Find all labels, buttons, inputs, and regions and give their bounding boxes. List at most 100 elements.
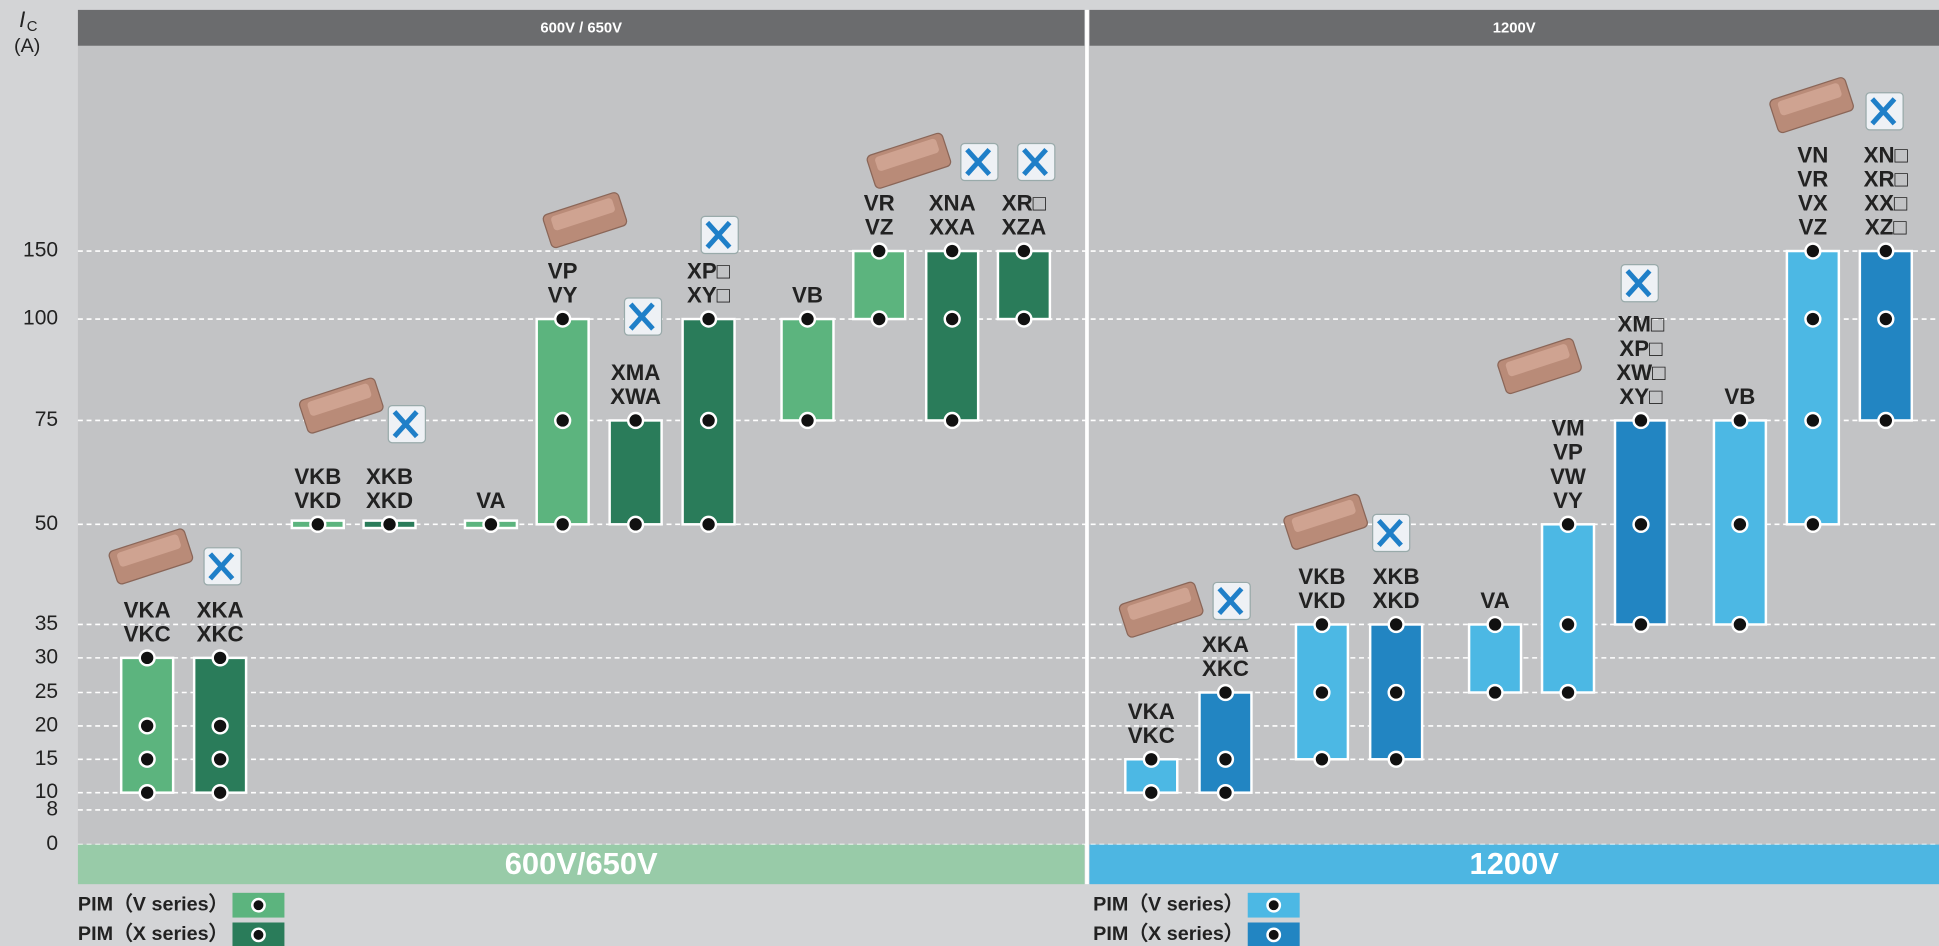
product-label: VP — [548, 259, 578, 284]
product-label: XWA — [610, 384, 661, 409]
y-label-subscript: C — [27, 19, 38, 35]
product-label: XKA — [197, 597, 244, 622]
module-top — [1777, 83, 1842, 116]
y-tick-label: 25 — [35, 680, 58, 703]
rating-dot — [1559, 615, 1577, 634]
product-label: XN□ — [1864, 142, 1909, 167]
product-label: XX□ — [1864, 191, 1908, 216]
rating-dot — [1387, 615, 1405, 634]
range-bar — [852, 249, 907, 321]
rating-dot — [943, 411, 961, 430]
product-label: VKD — [294, 488, 341, 513]
rating-dot — [1216, 750, 1235, 768]
product-label: XZA — [1002, 215, 1047, 240]
product-label: XKD — [366, 488, 413, 513]
y-tick-label: 150 — [23, 239, 58, 262]
rating-dot — [211, 750, 229, 768]
x-series-mark — [965, 147, 992, 177]
rating-dot — [211, 784, 229, 802]
panel-title: 600V / 650V — [540, 20, 622, 36]
rating-dot — [1387, 750, 1405, 768]
module-top — [1291, 499, 1356, 532]
product-label: VA — [476, 488, 505, 513]
range-bar — [1858, 249, 1914, 422]
module-top — [551, 198, 615, 231]
range-bar — [608, 419, 663, 526]
panel-band — [1089, 844, 1939, 885]
rating-dot — [1804, 411, 1822, 430]
product-label: VN — [1797, 142, 1828, 167]
module-icon — [108, 528, 194, 585]
product-label: VZ — [865, 215, 893, 240]
rating-dot — [554, 515, 572, 533]
product-label: VB — [792, 283, 823, 308]
panel-band — [77, 844, 1085, 885]
rating-dot — [943, 310, 961, 328]
module-top — [875, 138, 939, 171]
rating-dot — [1877, 242, 1895, 260]
y-label-unit: (A) — [14, 35, 40, 57]
product-label: VKB — [1298, 564, 1345, 589]
product-label: XMA — [611, 360, 660, 385]
rating-dot — [1313, 683, 1331, 702]
rating-dot — [1015, 242, 1033, 260]
rating-dot — [699, 310, 718, 328]
rating-dot — [1015, 310, 1033, 328]
module-icon — [542, 192, 628, 249]
rating-dot — [699, 515, 718, 533]
product-label: VX — [1798, 191, 1828, 216]
product-label: XZ□ — [1865, 215, 1907, 240]
rating-dot — [1142, 784, 1160, 802]
product-label: XM□ — [1618, 312, 1665, 337]
panel-band-label: 1200V — [1470, 846, 1560, 881]
rating-dot — [1804, 242, 1822, 260]
rating-dot — [1632, 515, 1650, 533]
legend-dot — [251, 897, 266, 913]
rating-dot — [211, 649, 229, 667]
rating-dot — [798, 310, 817, 328]
module-top — [1505, 344, 1570, 377]
rating-dot — [1731, 515, 1749, 533]
legend-label: PIM（X series） — [78, 922, 229, 945]
product-label: XP□ — [1619, 336, 1663, 361]
y-tick-label: 30 — [35, 645, 58, 668]
rating-dot — [1632, 411, 1650, 430]
product-label: XKA — [1202, 632, 1249, 657]
rating-dot — [626, 411, 645, 430]
y-tick-label: 35 — [35, 612, 58, 635]
legend-dot — [1266, 897, 1282, 913]
rating-dot — [626, 515, 645, 533]
rating-dot — [1632, 615, 1650, 634]
product-label: VKC — [124, 621, 171, 646]
rating-dot — [1804, 515, 1822, 533]
x-series-mark — [208, 552, 235, 581]
panel-band-label: 600V/650V — [505, 846, 658, 881]
module-top — [117, 534, 181, 567]
rating-dot — [554, 310, 572, 328]
range-bar — [1540, 523, 1596, 694]
y-tick-label: 100 — [23, 307, 58, 330]
rating-dot — [1559, 683, 1577, 702]
x-series-mark — [1376, 518, 1403, 547]
product-label: XW□ — [1616, 360, 1666, 385]
product-label: VKA — [1128, 699, 1175, 724]
rating-dot — [1486, 683, 1504, 702]
x-series-mark — [705, 220, 732, 249]
rating-dot — [309, 515, 327, 533]
product-label: XR□ — [1002, 191, 1047, 216]
rating-dot — [138, 784, 156, 802]
rating-dot — [554, 411, 572, 430]
rating-dot — [1216, 683, 1235, 702]
module-icon — [1283, 493, 1368, 550]
rating-dot — [138, 717, 156, 735]
product-label: VR — [1797, 166, 1828, 191]
range-bar — [996, 249, 1052, 321]
rating-dot — [1313, 750, 1331, 768]
product-label: XKD — [1373, 588, 1420, 613]
range-bar — [1785, 249, 1841, 526]
panel-header — [1089, 9, 1939, 46]
legend-dot — [251, 927, 266, 943]
module-icon — [1769, 77, 1854, 134]
rating-dot — [1387, 683, 1405, 702]
